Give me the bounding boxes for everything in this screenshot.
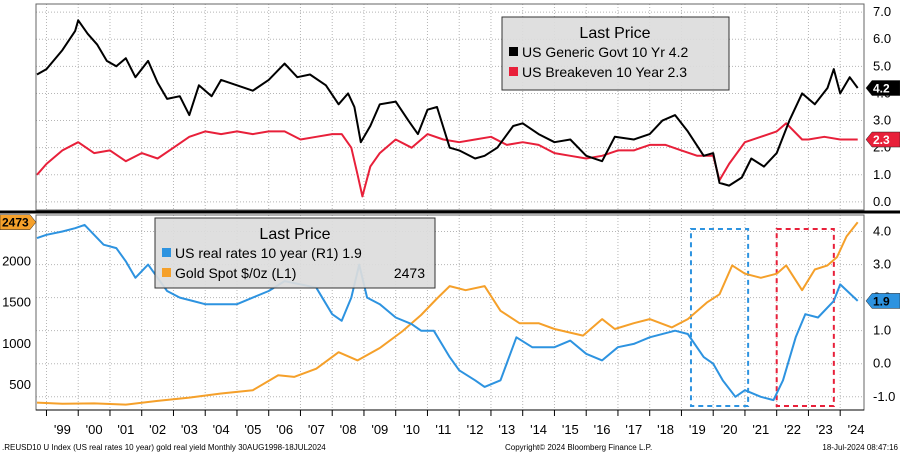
bottom-left-axis-ticks: 2000 1500 1000 500 (2, 253, 31, 392)
legend-swatch-real-rates (162, 248, 171, 257)
tick-label-x: '10 (403, 422, 420, 437)
tick-label-top-right: 1.0 (873, 167, 891, 182)
tick-label-x: '06 (276, 422, 293, 437)
badge-real-rates: 1.9 (865, 293, 900, 309)
legend-label-gold: Gold Spot $/0z (L1) (175, 265, 296, 281)
tick-label-x: '09 (371, 422, 388, 437)
tick-label-bottom-right: 4.0 (873, 224, 891, 239)
badge-gold-shape (0, 214, 37, 230)
x-axis-ticks: '99 '00 '01 '02 '03 '04 '05 '06 '07 '08 '09 '10 '11 '… (45, 410, 865, 437)
tick-label-top-right: 7.0 (873, 4, 891, 19)
top-panel-frame (35, 3, 865, 211)
tick-label-bottom-right: -1.0 (873, 389, 895, 404)
tick-label-x: '07 (308, 422, 325, 437)
badge-breakeven-shape (865, 131, 900, 148)
tick-label-top-right: 6.0 (873, 31, 891, 46)
badge-real-rates-text: 1.9 (873, 294, 890, 308)
badge-breakeven: 2.3 (865, 131, 900, 148)
tick-label-bottom-right: 3.0 (873, 257, 891, 272)
legend-swatch-govt (509, 47, 518, 56)
legend-label-govt: US Generic Govt 10 Yr 4.2 (522, 44, 688, 60)
tick-label-x: '20 (721, 422, 738, 437)
tick-label-x: '01 (117, 422, 134, 437)
tick-label-bottom-right: 1.0 (873, 323, 891, 338)
series-line-us-real-rates-10-year (36, 223, 859, 402)
tick-label-x: '14 (530, 422, 547, 437)
series-line-gold-spot-oz (36, 221, 859, 406)
footer-source: .REUSD10 U Index (US real rates 10 year)… (2, 443, 326, 452)
blue-highlight-box (689, 228, 750, 407)
tick-label-x: '08 (340, 422, 357, 437)
footer-timestamp: 18-Jul-2024 08:47:16 (822, 443, 898, 452)
bottom-right-axis-ticks: 4.03.02.01.00.0-1.0 (873, 224, 895, 404)
red-highlight-box (775, 228, 835, 407)
tick-label-bottom-left: 1500 (2, 295, 31, 310)
series-line-us-breakeven-10-year (36, 122, 858, 198)
tick-label-bottom-left: 2000 (2, 253, 31, 268)
badge-govt-10yr-text: 4.2 (873, 82, 890, 96)
legend-label-real-rates: US real rates 10 year (R1) 1.9 (175, 245, 362, 261)
tick-label-x: '11 (435, 422, 451, 437)
badge-govt-10yr-shape (865, 80, 900, 96)
badge-govt-10yr: 4.2 (865, 80, 900, 96)
badge-gold-text: 2473 (2, 216, 29, 230)
tick-label-x: '21 (752, 422, 769, 437)
tick-label-x: '24 (848, 422, 865, 437)
tick-label-x: '12 (467, 422, 484, 437)
tick-label-x: '19 (689, 422, 706, 437)
tick-label-x: '05 (244, 422, 261, 437)
bottom-legend-title: Last Price (259, 226, 330, 243)
tick-label-x: '99 (54, 422, 71, 437)
tick-label-x: '22 (784, 422, 801, 437)
tick-label-x: '04 (213, 422, 230, 437)
tick-label-bottom-right: 0.0 (873, 356, 891, 371)
tick-label-x: '23 (816, 422, 833, 437)
bottom-legend-box (154, 217, 436, 289)
tick-label-x: '16 (594, 422, 611, 437)
tick-label-x: '15 (562, 422, 579, 437)
tick-label-bottom-left: 1000 (2, 336, 31, 351)
tick-label-x: '18 (657, 422, 674, 437)
badge-real-rates-shape (865, 293, 900, 309)
tick-label-bottom-left: 500 (9, 377, 31, 392)
tick-label-top-right: 3.0 (873, 113, 891, 128)
series-line-us-generic-govt-10-yr (36, 19, 859, 187)
legend-value-gold: 2473 (394, 265, 425, 281)
tick-label-top-right: 5.0 (873, 58, 891, 73)
tick-label-x: '13 (498, 422, 515, 437)
tick-label-top-right: 0.0 (873, 194, 891, 209)
footer-copyright: Copyright© 2024 Bloomberg Finance L.P. (505, 443, 652, 452)
last-value-badges: 4.2 2.3 1.9 2473 (0, 80, 900, 309)
tick-label-x: '03 (181, 422, 198, 437)
top-legend: Last Price US Generic Govt 10 Yr 4.2 US … (501, 16, 730, 91)
tick-label-x: '02 (149, 422, 166, 437)
top-legend-title: Last Price (579, 25, 650, 42)
legend-label-breakeven: US Breakeven 10 Year 2.3 (522, 64, 687, 80)
bottom-panel-series (36, 221, 859, 406)
tick-label-x: '00 (86, 422, 103, 437)
legend-swatch-breakeven (509, 67, 518, 76)
bottom-gridlines (36, 215, 864, 410)
badge-breakeven-text: 2.3 (873, 133, 890, 147)
top-right-axis-ticks: 7.06.05.04.03.02.01.00.0 (873, 4, 891, 209)
top-legend-box (501, 16, 730, 91)
top-panel-series (36, 19, 859, 198)
badge-gold: 2473 (0, 214, 37, 230)
tick-label-x: '17 (625, 422, 642, 437)
bottom-legend: Last Price US real rates 10 year (R1) 1.… (154, 217, 436, 289)
legend-swatch-gold (162, 268, 171, 277)
